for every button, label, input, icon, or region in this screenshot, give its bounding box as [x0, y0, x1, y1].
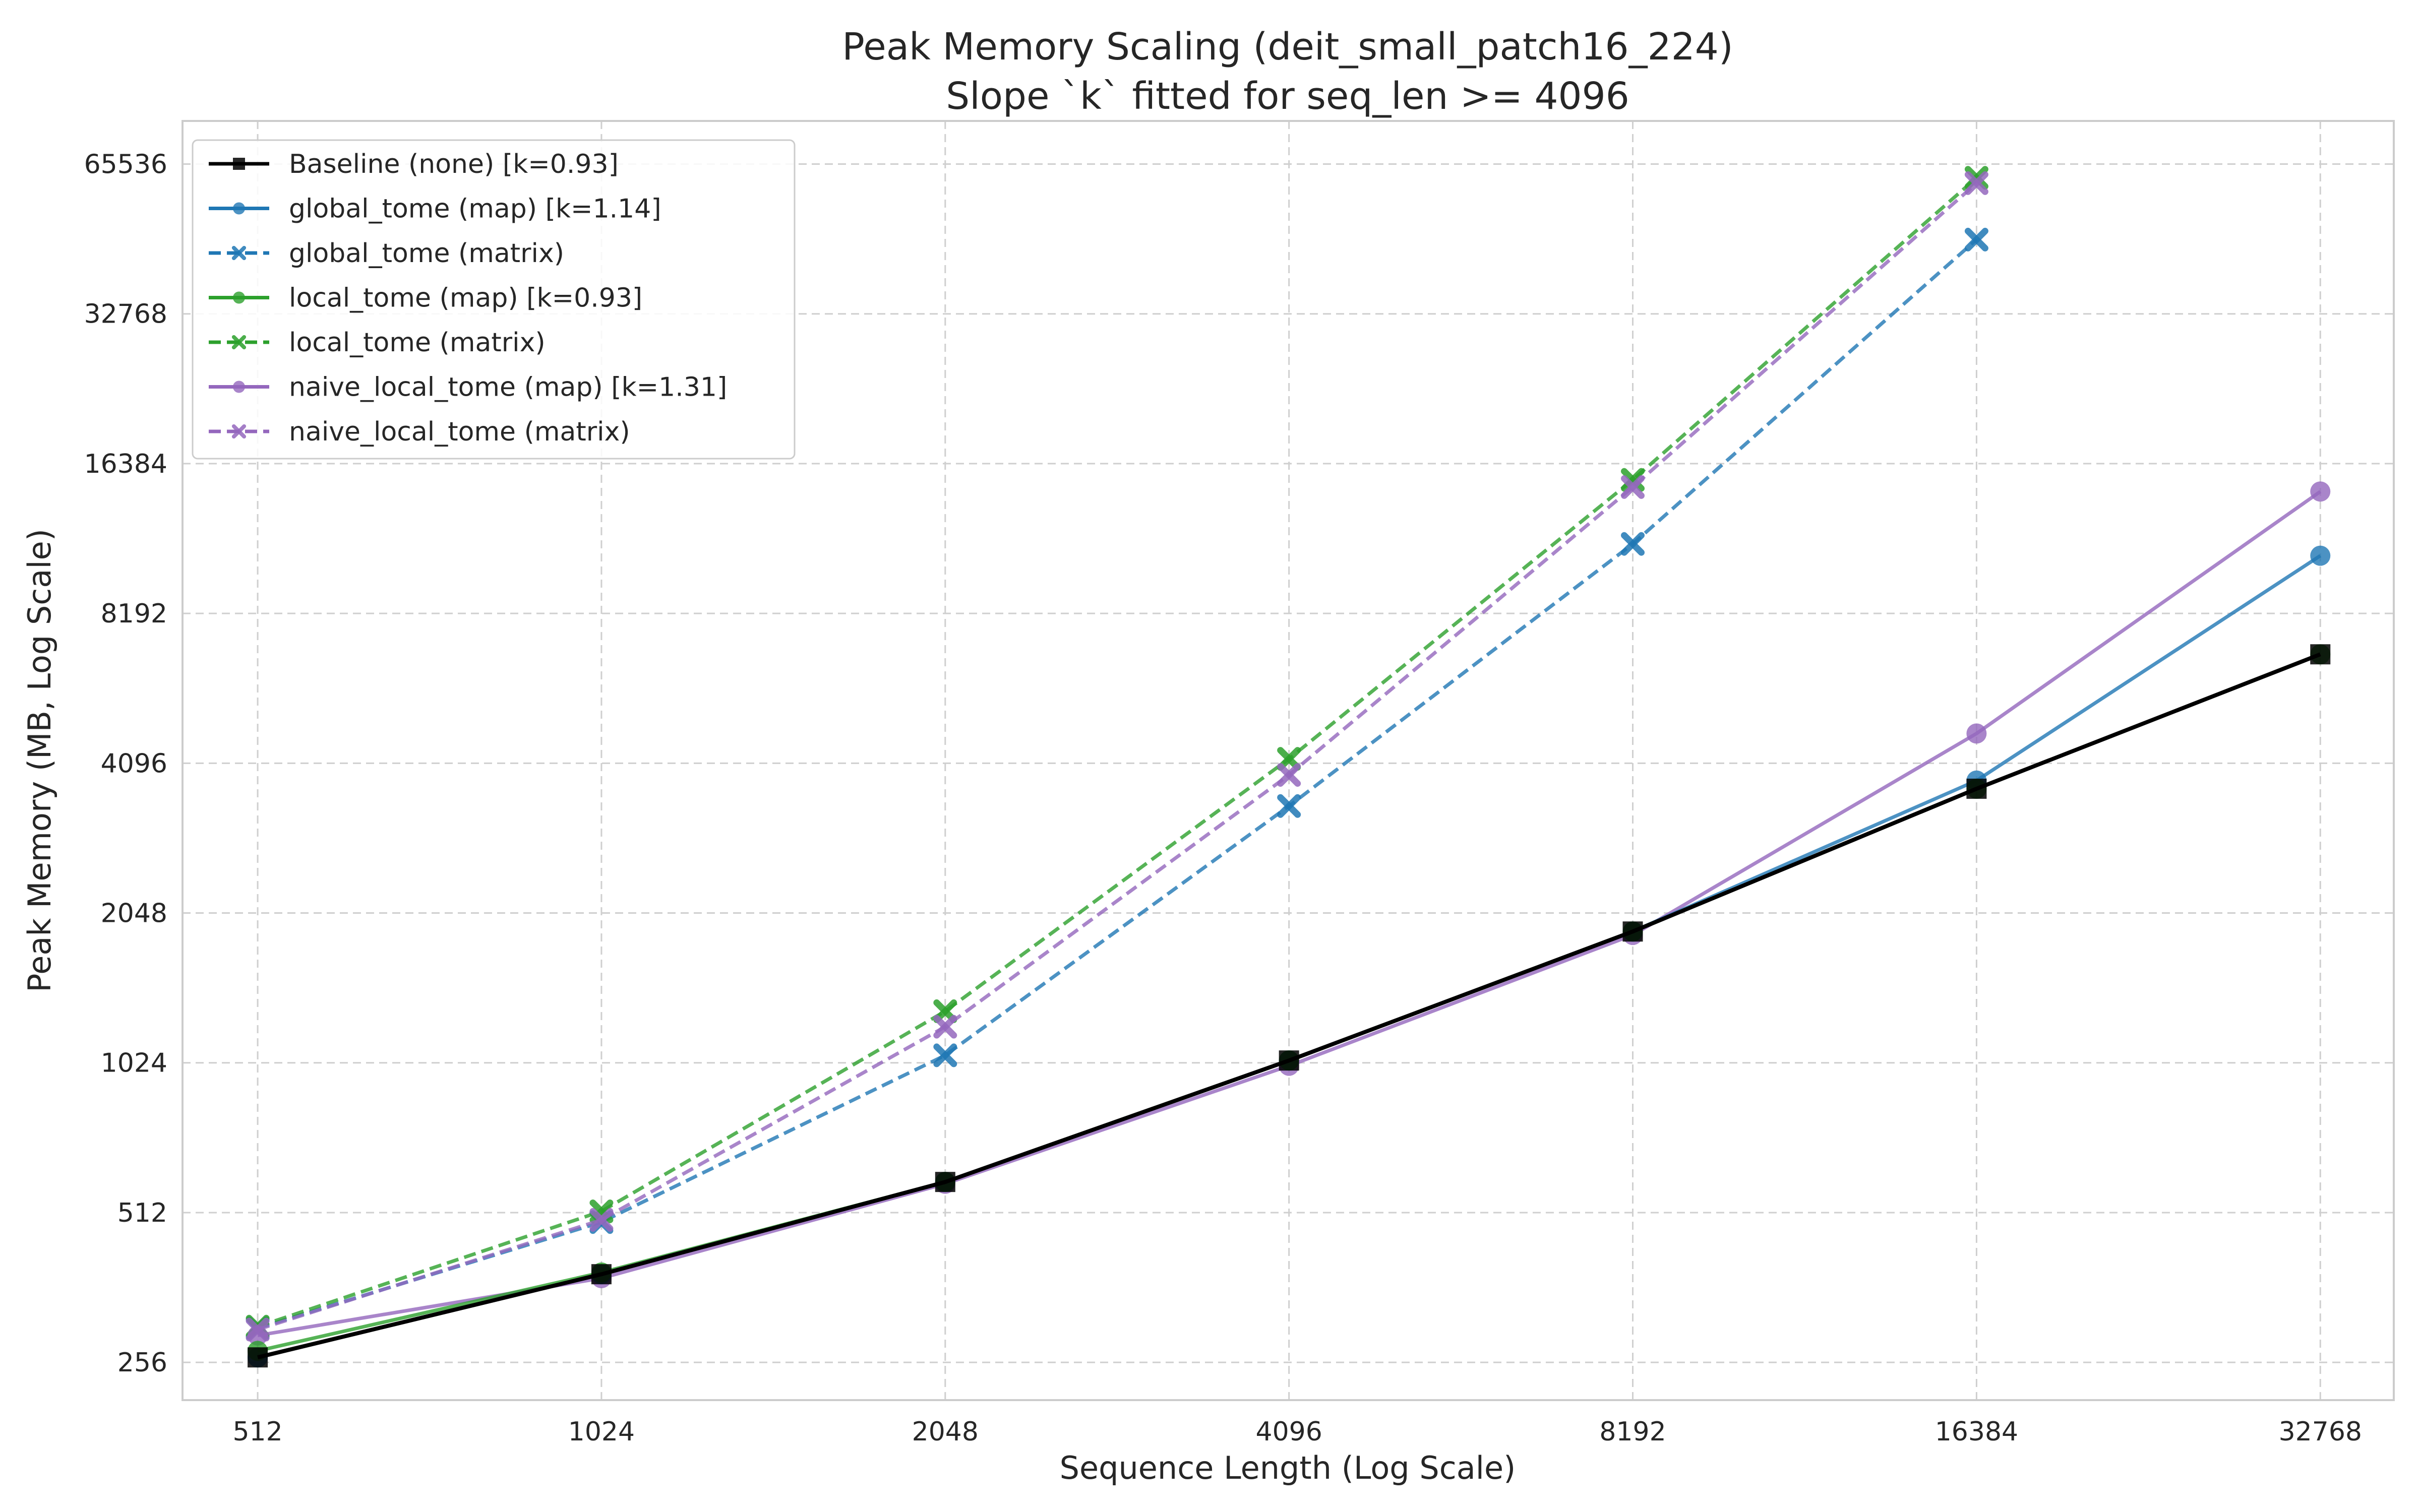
data-point-stroke	[1964, 166, 1988, 190]
data-point-stroke	[1621, 532, 1645, 556]
y-tick-label: 4096	[101, 748, 167, 779]
data-point	[2310, 644, 2331, 665]
data-point-stroke	[1964, 227, 1988, 251]
x-tick-label: 2048	[912, 1417, 979, 1447]
series-line	[257, 181, 1978, 1332]
data-point	[1621, 532, 1645, 556]
legend-entry: naive_local_tome (map) [k=1.31]	[209, 372, 727, 403]
legend: Baseline (none) [k=0.93] global_tome (map…	[192, 139, 796, 460]
legend-marker-stroke	[231, 245, 247, 261]
data-point-stroke	[1277, 763, 1301, 787]
x-axis-ticks: 512 1024 2048 4096 8192 16384 32768	[232, 1417, 2362, 1447]
legend-entry: local_tome (matrix)	[209, 328, 546, 358]
y-tick-label: 8192	[101, 599, 167, 629]
data-point-stroke	[933, 1043, 957, 1067]
data-point	[1277, 763, 1301, 787]
legend-marker-stroke	[231, 335, 247, 350]
y-axis-label: Peak Memory (MB, Log Scale)	[21, 529, 58, 992]
data-point	[1277, 794, 1301, 818]
x-tick-label: 8192	[1599, 1417, 1666, 1447]
legend-entry: local_tome (map) [k=0.93]	[209, 283, 642, 313]
data-point-stroke	[1964, 171, 1988, 195]
y-tick-label: 16384	[84, 449, 167, 479]
legend-entries: Baseline (none) [k=0.93] global_tome (map…	[209, 149, 727, 447]
data-point	[589, 1208, 614, 1232]
y-axis-ticks: 256 512 1024 2048 4096 8192 16384 32768 65536	[84, 150, 167, 1378]
x-tick-label: 32768	[2279, 1417, 2362, 1447]
data-point	[1966, 723, 1987, 744]
data-point	[248, 1325, 268, 1346]
legend-entry: global_tome (map) [k=1.14]	[209, 194, 661, 224]
data-point	[933, 1043, 957, 1067]
x-axis-label: Sequence Length (Log Scale)	[1060, 1450, 1516, 1486]
y-tick-label: 2048	[101, 899, 167, 929]
data-point-stroke	[1277, 794, 1301, 818]
data-point	[591, 1264, 612, 1285]
data-point	[1621, 475, 1645, 499]
legend-label: Baseline (none) [k=0.93]	[289, 149, 619, 179]
x-tick-label: 4096	[1256, 1417, 1322, 1447]
data-point	[1277, 747, 1301, 771]
y-tick-label: 512	[117, 1198, 167, 1228]
data-point-stroke	[589, 1208, 614, 1232]
legend-label: naive_local_tome (matrix)	[289, 417, 630, 447]
chart-title: Peak Memory Scaling (deit_small_patch16_…	[842, 25, 1733, 69]
y-tick-label: 256	[117, 1348, 167, 1378]
legend-label: global_tome (map) [k=1.14]	[289, 194, 661, 224]
y-tick-label: 65536	[84, 150, 167, 180]
legend-entry: global_tome (matrix)	[209, 238, 564, 269]
legend-box	[192, 139, 796, 460]
legend-label: naive_local_tome (map) [k=1.31]	[289, 372, 727, 403]
data-point-stroke	[933, 1015, 957, 1039]
legend-label: local_tome (matrix)	[289, 328, 546, 358]
legend-entry: Baseline (none) [k=0.93]	[209, 149, 619, 179]
legend-label: global_tome (matrix)	[289, 238, 564, 269]
plot-frame	[182, 120, 2395, 1401]
legend-marker	[231, 245, 247, 261]
data-point	[933, 1015, 957, 1039]
y-tick-label: 1024	[101, 1048, 167, 1079]
data-point-stroke	[1621, 475, 1645, 499]
legend-label: local_tome (map) [k=0.93]	[289, 283, 642, 313]
data-point	[248, 1347, 268, 1368]
data-point	[2310, 545, 2331, 566]
data-point	[1279, 1050, 1299, 1071]
data-point	[1966, 778, 1987, 799]
x-tick-label: 1024	[568, 1417, 635, 1447]
x-tick-label: 512	[232, 1417, 282, 1447]
series-6	[246, 171, 1988, 1342]
data-point	[1964, 171, 1988, 195]
data-point	[1964, 227, 1988, 251]
legend-marker	[233, 158, 245, 170]
data-point	[1964, 166, 1988, 190]
legend-marker	[231, 335, 247, 350]
legend-entry: naive_local_tome (matrix)	[209, 417, 630, 447]
series-layer	[246, 166, 2331, 1368]
series-line	[257, 176, 1978, 1329]
data-point	[2310, 481, 2331, 502]
y-tick-label: 32768	[84, 299, 167, 330]
legend-marker	[233, 291, 245, 304]
series-0	[248, 644, 2331, 1368]
data-point-stroke	[1277, 747, 1301, 771]
legend-marker	[233, 381, 245, 393]
legend-marker	[231, 424, 247, 439]
x-tick-label: 16384	[1935, 1417, 2018, 1447]
legend-marker-stroke	[231, 424, 247, 439]
data-point	[1622, 921, 1643, 942]
data-point	[935, 1172, 955, 1192]
legend-marker	[233, 202, 245, 215]
chart-subtitle: Slope `k` fitted for seq_len >= 4096	[946, 75, 1629, 118]
